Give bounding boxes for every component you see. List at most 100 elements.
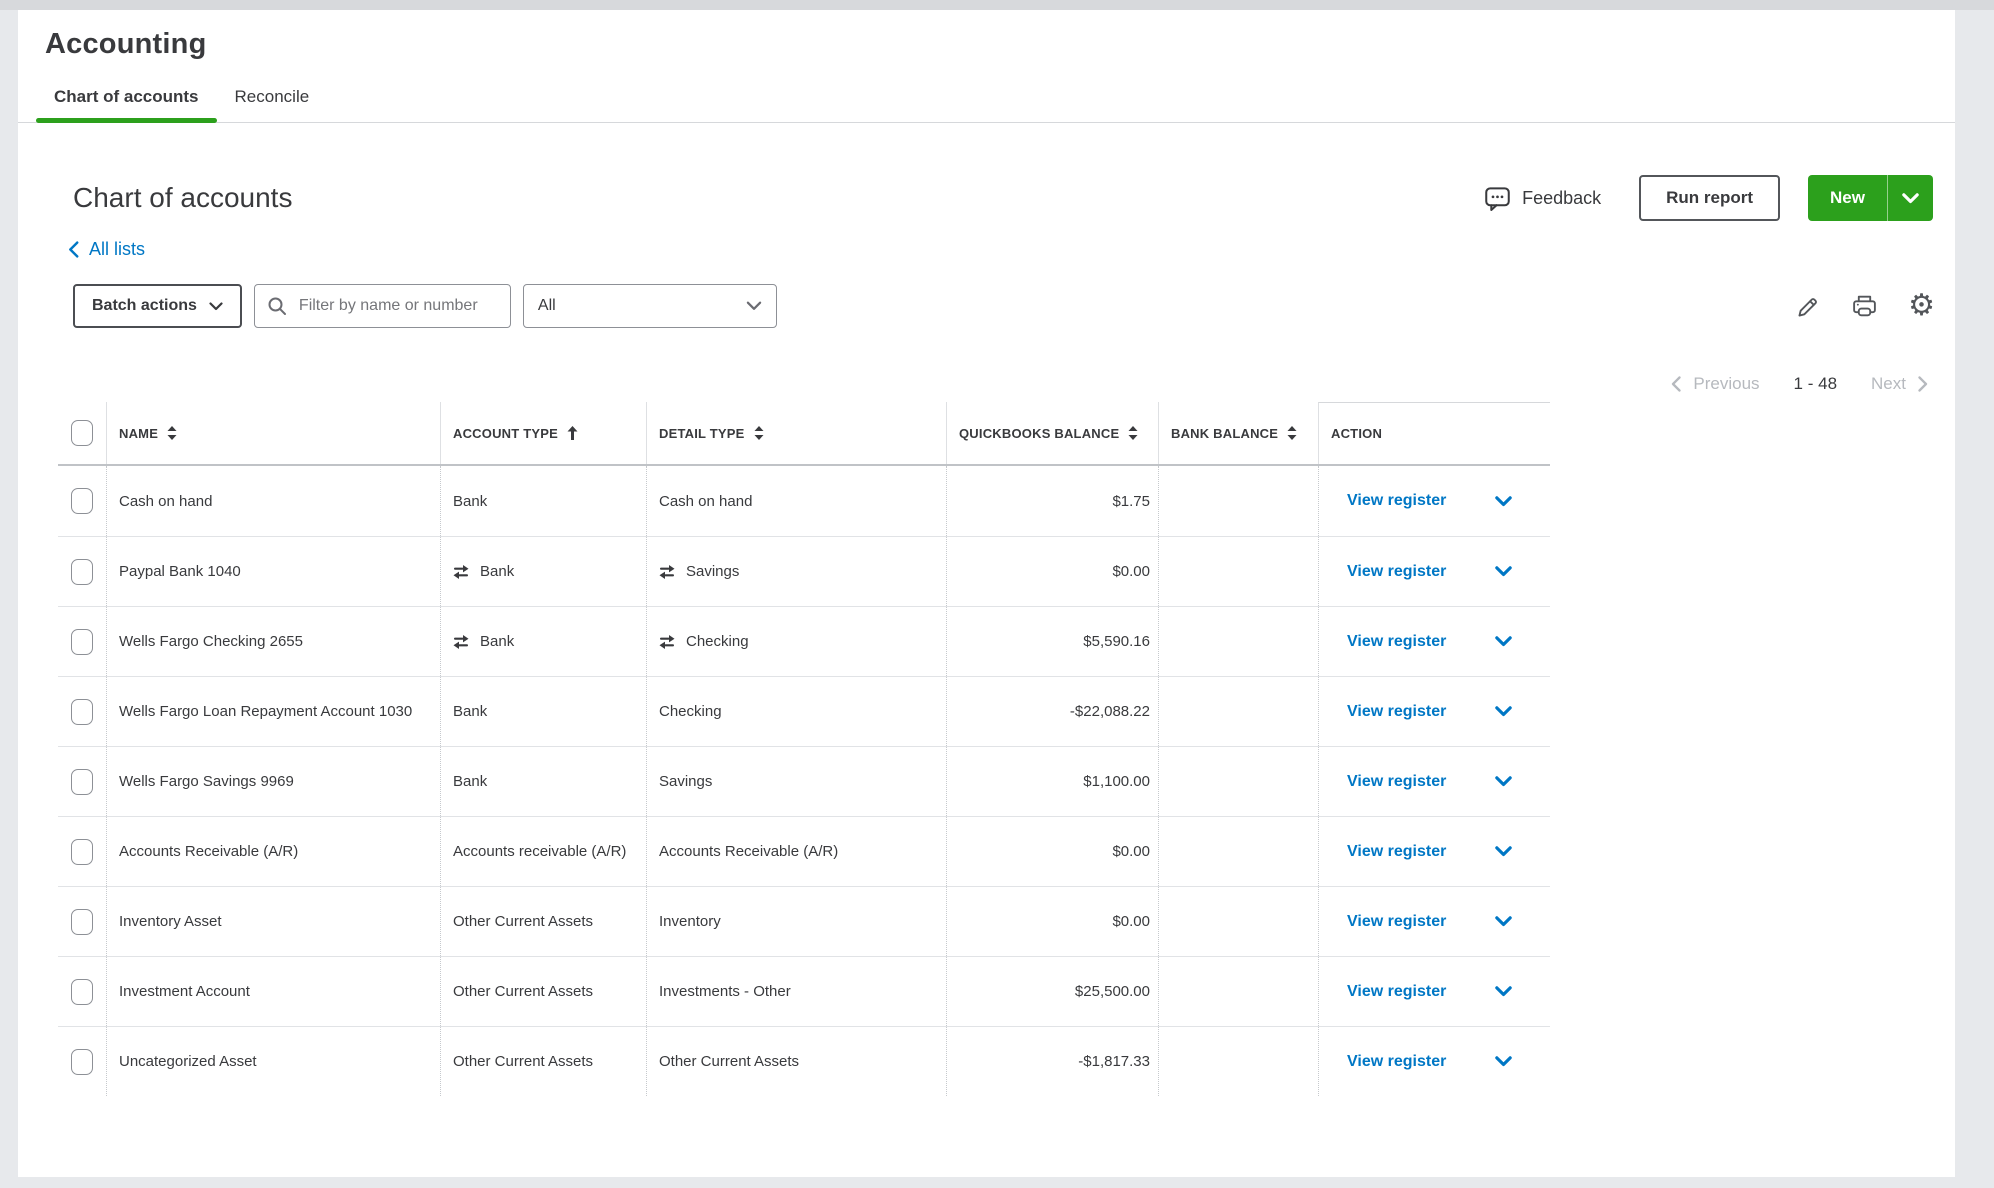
cell-account-type: Other Current Assets xyxy=(440,957,646,1026)
row-action-dropdown[interactable] xyxy=(1495,1056,1513,1067)
feedback-bubble-icon xyxy=(1485,186,1510,211)
pencil-icon xyxy=(1798,297,1817,316)
cell-account-type: Bank xyxy=(440,466,646,536)
table-row: Wells Fargo Checking 2655 Bank Checking … xyxy=(58,606,1550,676)
table-tools: ⚙ xyxy=(1796,291,1935,321)
toolbar: Batch actions All xyxy=(73,284,1935,328)
chevron-left-icon xyxy=(1672,376,1682,392)
filter-search-box[interactable] xyxy=(253,284,511,328)
row-action-dropdown[interactable] xyxy=(1495,776,1513,787)
row-action-dropdown[interactable] xyxy=(1495,636,1513,647)
accounting-page: Accounting Chart of accounts Reconcile C… xyxy=(18,10,1955,1177)
bank-feed-icon xyxy=(453,564,469,579)
column-header-quickbooks-balance[interactable]: QUICKBOOKS BALANCE xyxy=(946,402,1158,464)
filter-input[interactable] xyxy=(296,296,498,316)
cell-name: Cash on hand xyxy=(106,466,440,536)
filter-type-select[interactable]: All xyxy=(522,284,777,328)
cell-quickbooks-balance: $1.75 xyxy=(946,466,1158,536)
search-icon xyxy=(268,297,286,315)
column-label: ACCOUNT TYPE xyxy=(453,425,558,441)
row-checkbox[interactable] xyxy=(71,558,93,585)
view-register-link[interactable]: View register xyxy=(1347,562,1447,580)
view-register-link[interactable]: View register xyxy=(1347,982,1447,1000)
view-register-link[interactable]: View register xyxy=(1347,632,1447,650)
table-row: Wells Fargo Loan Repayment Account 1030 … xyxy=(58,676,1550,746)
row-checkbox[interactable] xyxy=(71,1048,93,1075)
chevron-down-icon xyxy=(1495,706,1513,717)
row-checkbox[interactable] xyxy=(71,628,93,655)
view-register-link[interactable]: View register xyxy=(1347,772,1447,790)
new-button-group: New xyxy=(1808,175,1933,221)
all-lists-link[interactable]: All lists xyxy=(68,239,145,260)
row-checkbox[interactable] xyxy=(71,698,93,725)
row-action-dropdown[interactable] xyxy=(1495,706,1513,717)
printer-icon xyxy=(1853,295,1876,316)
run-report-button[interactable]: Run report xyxy=(1639,175,1781,221)
row-checkbox[interactable] xyxy=(71,978,93,1005)
cell-action: View register xyxy=(1318,677,1550,746)
cell-action: View register xyxy=(1318,1027,1550,1096)
sort-both-icon xyxy=(1128,426,1138,440)
row-checkbox[interactable] xyxy=(71,488,93,514)
row-select-cell xyxy=(58,887,106,956)
settings-button[interactable]: ⚙ xyxy=(1908,291,1935,321)
cell-action: View register xyxy=(1318,607,1550,676)
column-header-bank-balance[interactable]: BANK BALANCE xyxy=(1158,402,1318,464)
cell-action: View register xyxy=(1318,957,1550,1026)
batch-actions-label: Batch actions xyxy=(92,297,197,314)
view-register-link[interactable]: View register xyxy=(1347,702,1447,720)
cell-action: View register xyxy=(1318,537,1550,606)
view-register-link[interactable]: View register xyxy=(1347,912,1447,930)
row-checkbox[interactable] xyxy=(71,908,93,935)
table-row: Uncategorized Asset Other Current Assets… xyxy=(58,1026,1550,1096)
view-register-link[interactable]: View register xyxy=(1347,492,1447,509)
cell-account-type: Other Current Assets xyxy=(440,1027,646,1096)
cell-quickbooks-balance: $0.00 xyxy=(946,887,1158,956)
cell-action: View register xyxy=(1318,887,1550,956)
cell-bank-balance xyxy=(1158,677,1318,746)
view-register-link[interactable]: View register xyxy=(1347,1052,1447,1070)
next-page-button[interactable]: Next xyxy=(1871,374,1928,394)
chevron-right-icon xyxy=(1918,376,1928,392)
view-register-link[interactable]: View register xyxy=(1347,842,1447,860)
row-action-dropdown[interactable] xyxy=(1495,916,1513,927)
tab-chart-of-accounts[interactable]: Chart of accounts xyxy=(36,87,217,123)
column-header-detail-type[interactable]: DETAIL TYPE xyxy=(646,402,946,464)
cell-account-type: Bank xyxy=(440,747,646,816)
row-checkbox[interactable] xyxy=(71,838,93,865)
chevron-left-icon xyxy=(69,241,79,258)
select-all-checkbox[interactable] xyxy=(71,420,93,446)
cell-quickbooks-balance: $25,500.00 xyxy=(946,957,1158,1026)
cell-action: View register xyxy=(1318,466,1550,536)
column-label: QUICKBOOKS BALANCE xyxy=(959,425,1120,441)
column-header-action: ACTION xyxy=(1318,402,1550,464)
print-button[interactable] xyxy=(1851,294,1878,319)
cell-quickbooks-balance: $0.00 xyxy=(946,537,1158,606)
edit-button[interactable] xyxy=(1796,294,1821,319)
table-row: Investment Account Other Current Assets … xyxy=(58,956,1550,1026)
cell-account-type: Bank xyxy=(440,677,646,746)
row-action-dropdown[interactable] xyxy=(1495,846,1513,857)
cell-bank-balance xyxy=(1158,957,1318,1026)
feedback-button[interactable]: Feedback xyxy=(1484,185,1601,212)
new-dropdown-toggle[interactable] xyxy=(1887,175,1933,221)
tab-reconcile[interactable]: Reconcile xyxy=(217,87,328,122)
new-button[interactable]: New xyxy=(1830,188,1865,207)
row-action-dropdown[interactable] xyxy=(1495,986,1513,997)
row-checkbox[interactable] xyxy=(71,768,93,795)
row-action-dropdown[interactable] xyxy=(1495,566,1513,577)
row-select-cell xyxy=(58,537,106,606)
batch-actions-button[interactable]: Batch actions xyxy=(73,284,242,328)
previous-page-button[interactable]: Previous xyxy=(1671,374,1760,394)
cell-detail-type: Investments - Other xyxy=(646,957,946,1026)
cell-bank-balance xyxy=(1158,537,1318,606)
cell-quickbooks-balance: -$22,088.22 xyxy=(946,677,1158,746)
column-header-name[interactable]: NAME xyxy=(106,402,440,464)
row-action-dropdown[interactable] xyxy=(1495,495,1513,507)
sort-both-icon xyxy=(167,426,177,440)
cell-detail-type: Accounts Receivable (A/R) xyxy=(646,817,946,886)
chevron-down-icon xyxy=(746,301,762,310)
column-header-account-type[interactable]: ACCOUNT TYPE xyxy=(440,402,646,464)
cell-account-type: Accounts receivable (A/R) xyxy=(440,817,646,886)
cell-quickbooks-balance: -$1,817.33 xyxy=(946,1027,1158,1096)
